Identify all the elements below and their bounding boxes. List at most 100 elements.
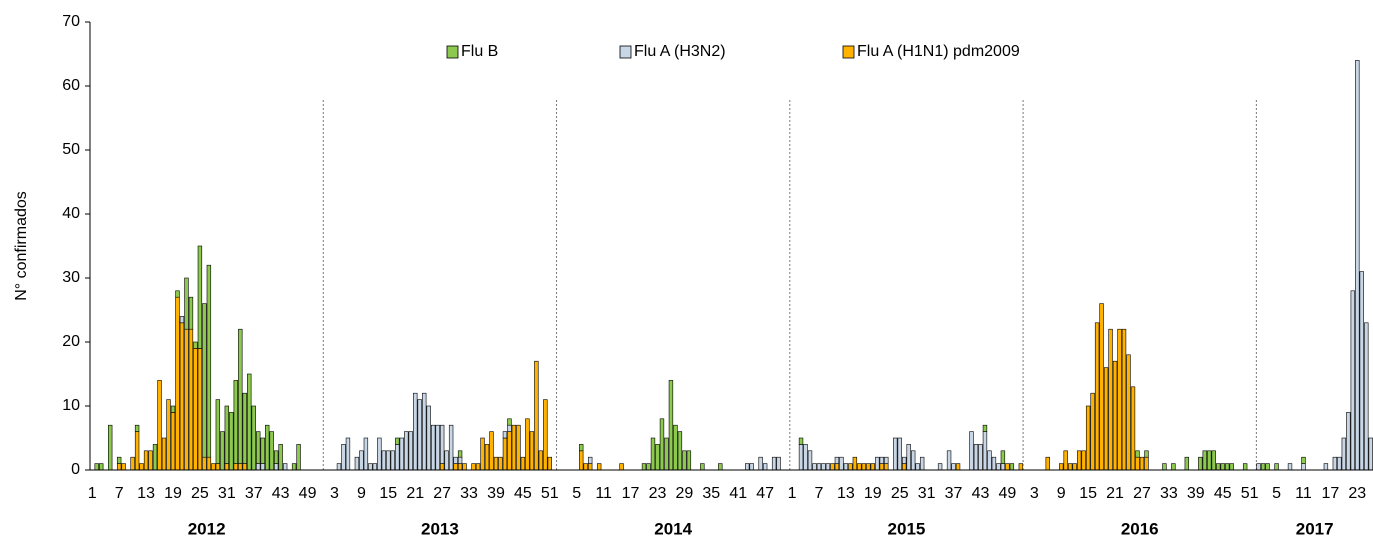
bar-segment bbox=[247, 373, 252, 471]
bar-segment bbox=[99, 463, 104, 471]
x-tick-label: 25 bbox=[191, 485, 209, 502]
bar-segment bbox=[457, 456, 463, 464]
legend-swatch bbox=[446, 45, 459, 59]
x-tick-label: 21 bbox=[406, 485, 424, 502]
x-tick-label: 35 bbox=[702, 485, 720, 502]
bar-segment bbox=[220, 431, 225, 471]
legend-label: Flu A (H3N2) bbox=[634, 43, 726, 60]
x-tick-label: 3 bbox=[1030, 485, 1039, 502]
bar-segment bbox=[444, 450, 449, 471]
bar-segment bbox=[910, 450, 916, 471]
bar-segment bbox=[1094, 322, 1100, 471]
bar-segment bbox=[422, 392, 427, 471]
bar-segment bbox=[1121, 328, 1127, 471]
bar-segment bbox=[511, 424, 517, 471]
bar-segment bbox=[1274, 463, 1279, 471]
x-tick-label: 15 bbox=[1079, 485, 1097, 502]
bar-segment bbox=[179, 322, 185, 471]
y-tick-label: 0 bbox=[71, 461, 80, 478]
bar-segment bbox=[1323, 463, 1329, 471]
bar-segment bbox=[157, 380, 162, 471]
bar-segment bbox=[803, 444, 808, 471]
bar-segment bbox=[502, 431, 508, 439]
y-tick-label: 40 bbox=[62, 205, 80, 222]
bar-segment bbox=[390, 450, 395, 471]
bar-segment bbox=[543, 399, 548, 471]
bar-segment bbox=[121, 463, 126, 471]
bar-segment bbox=[955, 463, 961, 471]
bar-segment bbox=[1139, 456, 1145, 471]
bar-segment bbox=[641, 463, 647, 471]
bar-segment bbox=[861, 463, 867, 471]
legend-swatch bbox=[842, 45, 855, 59]
bar-segment bbox=[982, 424, 988, 432]
bar-segment bbox=[834, 463, 840, 471]
bar-segment bbox=[134, 431, 140, 471]
bar-segment bbox=[839, 456, 844, 471]
bar-segment bbox=[278, 444, 283, 471]
bar-segment bbox=[108, 424, 113, 471]
x-tick-label: 3 bbox=[330, 485, 339, 502]
bar-segment bbox=[1346, 412, 1351, 471]
bar-segment bbox=[395, 437, 400, 445]
bar-segment bbox=[202, 303, 207, 458]
x-tick-label: 7 bbox=[815, 485, 824, 502]
bar-segment bbox=[857, 463, 862, 471]
bar-segment bbox=[821, 463, 826, 471]
bar-segment bbox=[242, 463, 247, 471]
bar-segment bbox=[1332, 456, 1338, 471]
x-tick-label: 1 bbox=[88, 485, 97, 502]
bar-segment bbox=[413, 392, 418, 471]
bar-segment bbox=[1068, 463, 1073, 471]
bar-segment bbox=[1256, 463, 1261, 471]
x-tick-label: 51 bbox=[1241, 485, 1259, 502]
legend-label: Flu B bbox=[461, 43, 498, 60]
bar-segment bbox=[825, 463, 831, 471]
x-tick-label: 13 bbox=[137, 485, 155, 502]
bar-segment bbox=[1103, 367, 1109, 471]
bar-segment bbox=[336, 463, 342, 471]
bar-segment bbox=[798, 437, 804, 445]
bar-segment bbox=[116, 456, 122, 464]
bar-segment bbox=[583, 463, 588, 471]
bar-segment bbox=[484, 444, 490, 471]
x-tick-label: 43 bbox=[272, 485, 290, 502]
bar-segment bbox=[579, 450, 584, 471]
x-tick-label: 49 bbox=[998, 485, 1016, 502]
bar-segment bbox=[215, 463, 221, 471]
bar-segment bbox=[148, 450, 153, 471]
bar-segment bbox=[170, 412, 176, 471]
bar-segment bbox=[408, 431, 413, 471]
bar-segment bbox=[1198, 456, 1203, 471]
x-tick-label: 13 bbox=[837, 485, 855, 502]
x-tick-label: 15 bbox=[379, 485, 397, 502]
bar-segment bbox=[538, 450, 544, 471]
x-tick-label: 27 bbox=[1133, 485, 1151, 502]
bar-segment bbox=[1059, 463, 1064, 471]
bar-segment bbox=[915, 463, 920, 471]
y-axis-title: N° confirmados bbox=[13, 191, 30, 301]
x-tick-label: 11 bbox=[1295, 485, 1312, 502]
bar-segment bbox=[161, 437, 167, 471]
bar-segment bbox=[1355, 60, 1360, 471]
bar-segment bbox=[897, 437, 902, 471]
bar-segment bbox=[354, 456, 360, 471]
bar-segment bbox=[256, 463, 261, 471]
bar-segment bbox=[1063, 450, 1068, 471]
bar-segment bbox=[619, 463, 624, 471]
bar-segment bbox=[273, 463, 279, 471]
bar-segment bbox=[1216, 463, 1221, 471]
bar-segment bbox=[359, 450, 364, 471]
x-tick-label: 49 bbox=[299, 485, 317, 502]
bar-segment bbox=[265, 424, 270, 471]
bar-segment bbox=[982, 431, 988, 471]
bar-segment bbox=[1364, 322, 1369, 471]
bar-segment bbox=[969, 431, 974, 471]
bar-segment bbox=[1301, 456, 1306, 464]
bar-segment bbox=[1211, 450, 1216, 471]
x-tick-label: 23 bbox=[649, 485, 667, 502]
bar-segment bbox=[404, 431, 409, 471]
bar-segment bbox=[534, 360, 539, 471]
bar-segment bbox=[1135, 450, 1140, 458]
bar-segment bbox=[879, 456, 884, 464]
